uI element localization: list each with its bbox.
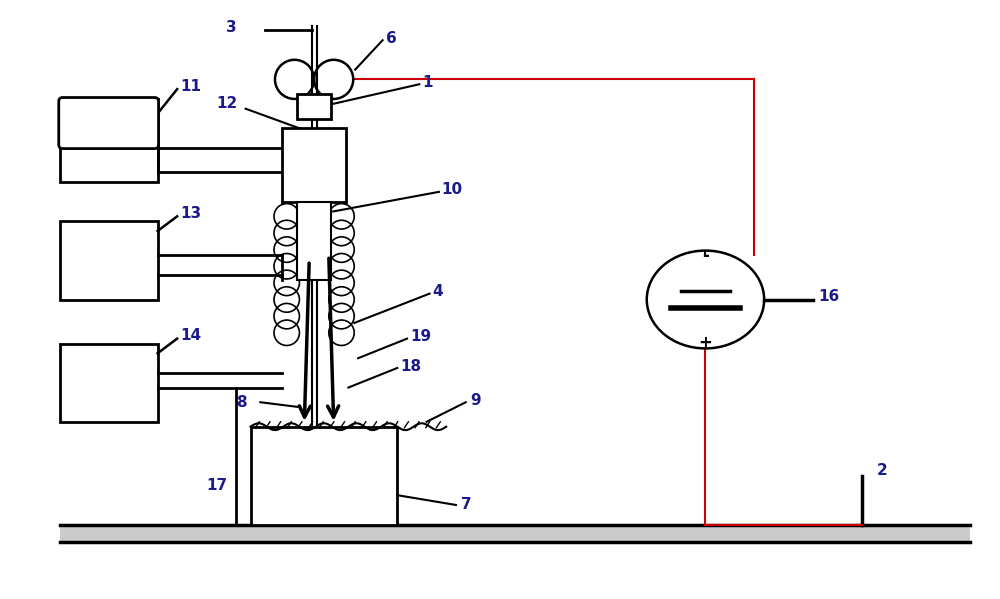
Bar: [251, 426, 397, 525]
Bar: [297, 202, 331, 280]
Text: 13: 13: [180, 206, 201, 221]
Bar: [60, 221, 158, 300]
Text: 19: 19: [410, 329, 431, 344]
FancyBboxPatch shape: [59, 98, 159, 149]
Text: 3: 3: [226, 20, 237, 35]
Text: 8: 8: [236, 395, 246, 410]
Text: 4: 4: [432, 284, 443, 299]
Bar: [60, 99, 158, 182]
Bar: [60, 525, 970, 542]
Text: 7: 7: [461, 497, 471, 513]
Text: 9: 9: [471, 393, 481, 408]
Text: 16: 16: [818, 289, 839, 304]
Text: 2: 2: [877, 463, 887, 478]
Bar: [60, 344, 158, 422]
Text: 6: 6: [386, 31, 396, 46]
Text: 1: 1: [422, 75, 433, 90]
Text: -: -: [702, 247, 709, 265]
Text: 12: 12: [216, 96, 238, 111]
Bar: [282, 128, 346, 202]
Text: 11: 11: [180, 78, 201, 93]
Text: +: +: [699, 334, 712, 352]
Text: 17: 17: [206, 478, 228, 493]
Text: 10: 10: [442, 183, 463, 198]
Text: 18: 18: [400, 359, 421, 374]
Bar: [297, 94, 331, 119]
Text: 14: 14: [180, 328, 201, 343]
